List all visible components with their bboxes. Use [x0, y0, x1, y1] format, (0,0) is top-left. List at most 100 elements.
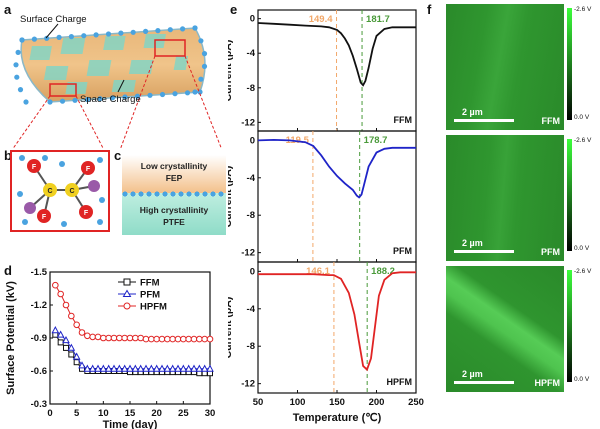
- legend-marker: [122, 289, 132, 297]
- atom-c-2: C: [69, 188, 74, 195]
- legend-marker: [123, 302, 131, 310]
- surface-potential-chart: 0 5 10 15 20 25 30 -1.5 -1.2 -0.9 -0.6 -0.3 Time (da…: [5, 267, 216, 429]
- data-point-hpfm: [126, 334, 134, 342]
- fep-layer: [122, 155, 226, 193]
- y-tick-label-e: -12: [241, 379, 255, 390]
- data-point-hpfm: [169, 335, 176, 343]
- scale-bar-label: 2 µm: [462, 238, 483, 248]
- data-point-hpfm: [164, 335, 171, 343]
- peak-label-green: 178.7: [364, 135, 388, 146]
- panel-label-f: f: [427, 2, 432, 17]
- colorbar-max-label: -2.6 V: [574, 6, 592, 13]
- data-point-pfm: [67, 343, 76, 351]
- peak-label-green: 181.7: [366, 14, 390, 25]
- data-point-pfm: [152, 364, 161, 372]
- data-point-hpfm: [52, 281, 59, 289]
- scale-bar-label: 2 µm: [462, 369, 483, 379]
- scale-bar: [454, 381, 514, 384]
- data-point-pfm: [200, 364, 209, 372]
- x-tick-label-e: 50: [253, 397, 264, 408]
- data-point-hpfm: [89, 333, 96, 341]
- data-point-hpfm: [137, 334, 144, 342]
- fep-label-1: Low crystallinity: [140, 161, 208, 171]
- x-tick-label-e: 200: [369, 397, 385, 408]
- scale-bar-label: 2 µm: [462, 107, 483, 117]
- y-axis-label-d: Surface Potential (kV): [5, 281, 17, 395]
- series-line-ffm: [257, 22, 416, 87]
- data-point-pfm: [94, 364, 102, 372]
- crystallinity-diagram: Low crystallinity FEP High crystallinity…: [122, 155, 226, 235]
- afm-sample-label: PFM: [541, 247, 560, 257]
- data-point-pfm: [206, 364, 214, 372]
- y-tick-label-e: -12: [241, 117, 255, 128]
- colorbar: [567, 270, 572, 382]
- data-point-pfm: [195, 364, 204, 372]
- surface-charge-dots: [13, 25, 208, 105]
- plot-frame-e-pfm: [257, 130, 417, 263]
- scale-bar: [454, 250, 514, 253]
- data-point-hpfm: [196, 335, 203, 343]
- y-tick-label-e: -8: [247, 210, 255, 221]
- data-point-hpfm: [73, 321, 80, 329]
- data-point-hpfm: [100, 334, 107, 342]
- y-tick-label-e: -12: [241, 248, 255, 259]
- data-point-pfm: [163, 364, 172, 372]
- data-point-pfm: [120, 364, 129, 372]
- data-point-pfm: [83, 364, 92, 372]
- x-tick-label-e: 100: [290, 397, 306, 408]
- legend-label-hpfm: HPFM: [140, 302, 167, 313]
- data-point-pfm: [104, 364, 113, 372]
- data-point-hpfm: [180, 335, 187, 343]
- atom-f-3: F: [86, 166, 91, 173]
- x-tick-label-d: 10: [98, 408, 109, 419]
- y-axis-label-e: Current (pA): [228, 166, 234, 228]
- surface-charge-label: Surface Charge: [20, 14, 87, 25]
- panel-label-a: a: [4, 2, 12, 17]
- y-tick-label-d: -1.2: [31, 300, 47, 311]
- data-point-pfm: [56, 330, 65, 338]
- y-tick-label-e: -8: [247, 83, 255, 94]
- peak-label-orange: 149.4: [309, 14, 333, 25]
- molecule-diagram: F F F F C C: [10, 150, 110, 232]
- afm-sample-label: FFM: [541, 116, 561, 126]
- data-point-pfm: [136, 364, 145, 372]
- data-point-hpfm: [185, 335, 192, 343]
- fiber-schematic: Surface Charge Space Charge: [12, 14, 222, 148]
- ptfe-label-1: High crystallinity: [139, 205, 209, 215]
- data-point-pfm: [126, 364, 134, 372]
- data-point-ffm: [63, 344, 69, 351]
- legend-label-ffm: FFM: [140, 278, 160, 289]
- zoom-box-left: [49, 83, 77, 97]
- y-axis-label-e: Current (pA): [228, 297, 234, 359]
- series-line-hpfm: [54, 284, 210, 340]
- y-tick-label-e: -4: [247, 304, 256, 315]
- colorbar-min-label: 0.0 V: [574, 245, 590, 252]
- colorbar-min-label: 0.0 V: [574, 376, 590, 383]
- colorbar: [567, 8, 572, 120]
- data-point-hpfm: [105, 334, 112, 342]
- x-tick-label-d: 5: [74, 408, 80, 419]
- data-point-hpfm: [84, 332, 91, 340]
- colorbar-min-label: 0.0 V: [574, 114, 590, 121]
- x-tick-label-d: 25: [178, 408, 189, 419]
- data-point-pfm: [99, 364, 108, 372]
- colorbar-max-label: -2.6 V: [574, 137, 592, 144]
- panel-label-d: d: [4, 263, 12, 278]
- data-point-pfm: [51, 326, 60, 334]
- panel-label-c: c: [114, 148, 122, 163]
- atom-f-4: F: [84, 210, 89, 217]
- data-point-hpfm: [148, 335, 155, 343]
- space-charge-label: Space Charge: [80, 94, 141, 105]
- data-point-hpfm: [121, 334, 128, 342]
- data-point-pfm: [142, 364, 150, 372]
- afm-image-pfm: PFM 2 µm: [446, 135, 564, 261]
- data-point-hpfm: [94, 333, 102, 341]
- x-tick-label-e: 250: [408, 397, 424, 408]
- x-tick-label-d: 30: [205, 408, 216, 419]
- data-point-pfm: [174, 364, 182, 372]
- data-point-ffm: [73, 359, 80, 366]
- data-point-hpfm: [57, 290, 64, 298]
- ptfe-layer: [122, 193, 226, 235]
- fep-label-2: FEP: [165, 173, 183, 183]
- atom-f-1: F: [32, 164, 37, 171]
